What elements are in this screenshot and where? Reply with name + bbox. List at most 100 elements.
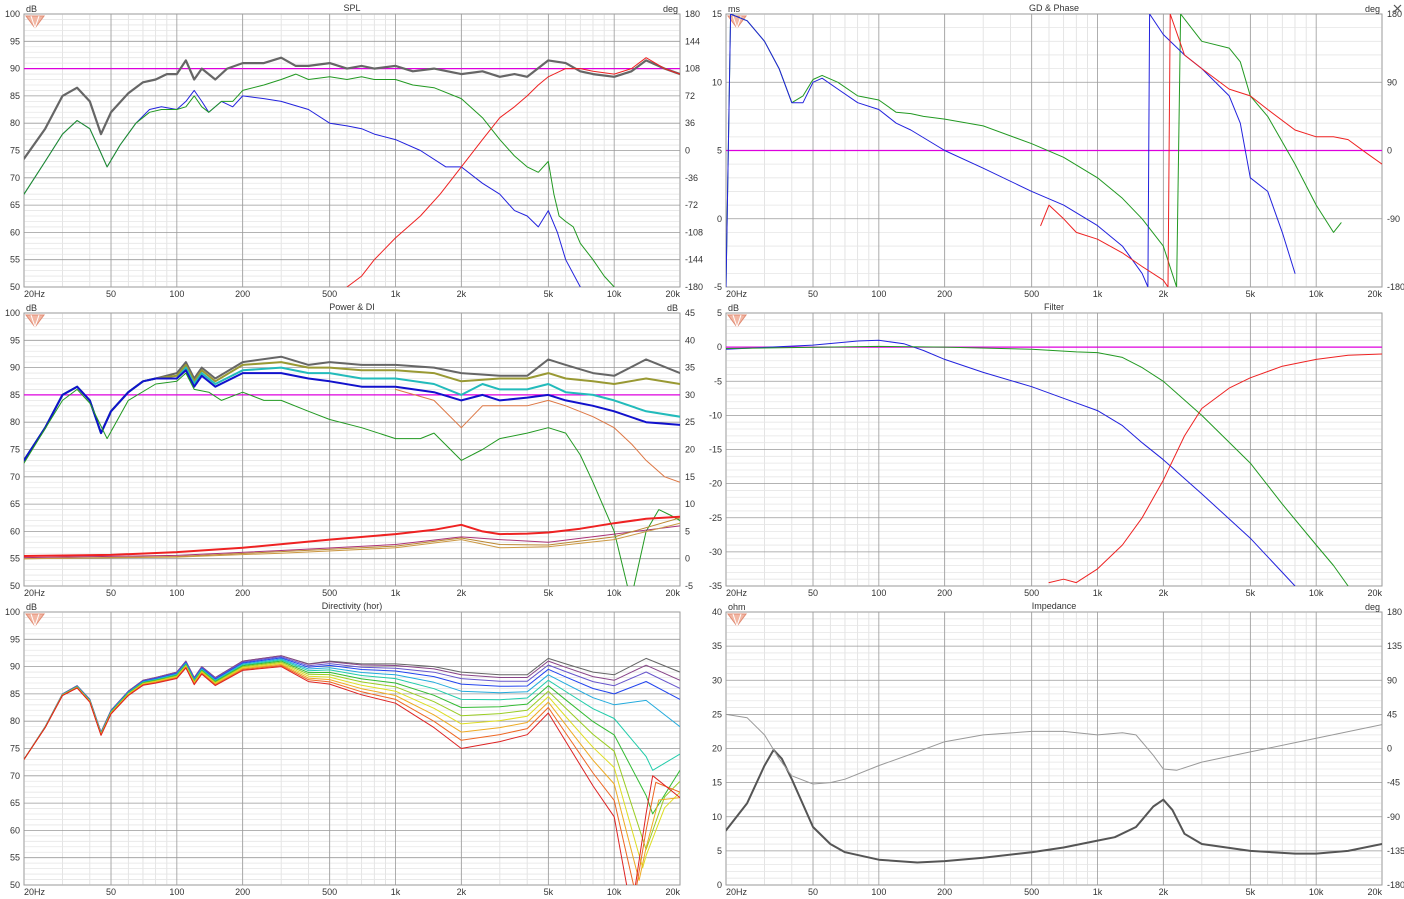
y-tick-label: 80 [10, 417, 20, 427]
series-line-9 [24, 517, 680, 560]
y-tick-label: 0 [717, 342, 722, 352]
chart-panel-gd-phase: 20Hz 50 100 200 500 1k 2k 5k 10k 20k -5 0 5 10 15 -180 -… [712, 3, 1404, 299]
y-tick-label: 5 [717, 146, 722, 156]
x-tick-label: 10k [607, 588, 622, 598]
x-tick-label: 2k [457, 588, 467, 598]
y2-tick-label: -90 [1387, 812, 1400, 822]
y-axis-unit: dB [26, 602, 37, 612]
y-tick-label: -10 [709, 410, 722, 420]
y2-tick-label: -90 [1387, 214, 1400, 224]
series-line-3 [1048, 353, 1382, 584]
series-line-5 [395, 388, 680, 483]
y-tick-label: 5 [717, 308, 722, 318]
x-tick-label: 100 [169, 588, 184, 598]
x-tick-label: 50 [808, 289, 818, 299]
y-tick-label: 0 [717, 880, 722, 890]
chart-panel-directivity: 20Hz 50 100 200 500 1k 2k 5k 10k 20k 50 55 60 65 70 75 8… [5, 601, 681, 897]
chart-panel-impedance: 20Hz 50 100 200 500 1k 2k 5k 10k 20k 0 5 10 15 20 25 30 3… [712, 601, 1404, 897]
x-tick-label: 1k [1093, 588, 1103, 598]
series-line-2 [726, 345, 1349, 586]
x-tick-label: 5k [544, 289, 554, 299]
y2-tick-label: 30 [685, 390, 695, 400]
x-tick-label: 100 [169, 289, 184, 299]
series-line-10 [24, 522, 680, 560]
y-tick-label: 50 [10, 282, 20, 292]
y-tick-label: 20 [712, 744, 722, 754]
series-group [726, 339, 1382, 586]
x-tick-label: 5k [544, 588, 554, 598]
series-line-1 [24, 56, 680, 160]
series-group [726, 713, 1382, 864]
x-tick-label: 2k [1159, 588, 1169, 598]
y2-axis-unit: dB [667, 303, 678, 313]
y2-tick-label: 5 [685, 526, 690, 536]
y2-axis-unit: deg [663, 4, 678, 14]
y2-tick-label: 108 [685, 64, 700, 74]
y-tick-label: -25 [709, 513, 722, 523]
x-tick-label: 200 [937, 588, 952, 598]
x-tick-label: 10k [1309, 887, 1324, 897]
x-tick-label: 200 [235, 588, 250, 598]
logo-icon [25, 314, 45, 329]
y2-tick-label: -45 [1387, 778, 1400, 788]
y-tick-label: 95 [10, 634, 20, 644]
series-group [24, 56, 680, 287]
x-tick-label: 1k [391, 289, 401, 299]
close-icon[interactable] [1393, 4, 1402, 13]
y2-tick-label: -5 [685, 581, 693, 591]
y-tick-label: 100 [5, 308, 20, 318]
y-tick-label: -20 [709, 479, 722, 489]
y2-tick-label: 25 [685, 417, 695, 427]
grid [725, 312, 1383, 587]
y2-tick-label: 36 [685, 118, 695, 128]
x-tick-label: 20k [665, 588, 680, 598]
x-tick-label: 20Hz [24, 588, 46, 598]
x-tick-label: 1k [391, 887, 401, 897]
y-tick-label: 60 [10, 825, 20, 835]
series-line-12 [24, 666, 680, 885]
y2-tick-label: 10 [685, 499, 695, 509]
y-tick-label: 35 [712, 641, 722, 651]
y2-tick-label: -36 [685, 173, 698, 183]
x-tick-label: 500 [322, 289, 337, 299]
y-tick-label: 60 [10, 526, 20, 536]
y-tick-label: 80 [10, 118, 20, 128]
y2-tick-label: 35 [685, 363, 695, 373]
y-tick-label: 25 [712, 709, 722, 719]
y-tick-label: 100 [5, 607, 20, 617]
x-tick-label: 500 [322, 588, 337, 598]
y2-tick-label: 0 [685, 146, 690, 156]
x-tick-label: 20k [1367, 289, 1382, 299]
y2-tick-label: 90 [1387, 675, 1397, 685]
y-tick-label: 100 [5, 9, 20, 19]
y-tick-label: 15 [712, 778, 722, 788]
y-axis-unit: ms [728, 4, 740, 14]
y2-tick-label: 45 [1387, 709, 1397, 719]
y-tick-label: 50 [10, 880, 20, 890]
chart-title: Directivity (hor) [322, 601, 383, 611]
x-tick-label: 5k [1246, 289, 1256, 299]
y-tick-label: -30 [709, 547, 722, 557]
x-tick-label: 10k [607, 289, 622, 299]
y2-tick-label: 180 [1387, 607, 1402, 617]
series-line-1 [726, 14, 1342, 287]
series-line-1 [726, 339, 1296, 586]
y-tick-label: 65 [10, 798, 20, 808]
y-tick-label: 10 [712, 77, 722, 87]
y-tick-label: 5 [717, 846, 722, 856]
x-tick-label: 2k [457, 289, 467, 299]
x-tick-label: 1k [1093, 289, 1103, 299]
x-tick-label: 500 [1024, 289, 1039, 299]
x-tick-label: 50 [106, 289, 116, 299]
y-tick-label: 85 [10, 91, 20, 101]
x-tick-label: 5k [1246, 588, 1256, 598]
x-tick-label: 20k [1367, 887, 1382, 897]
series-line-3 [24, 73, 615, 287]
y-tick-label: 40 [712, 607, 722, 617]
chart-title: Filter [1044, 302, 1064, 312]
x-tick-label: 100 [871, 887, 886, 897]
x-tick-label: 20k [665, 289, 680, 299]
x-tick-label: 50 [106, 588, 116, 598]
y-tick-label: 10 [712, 812, 722, 822]
